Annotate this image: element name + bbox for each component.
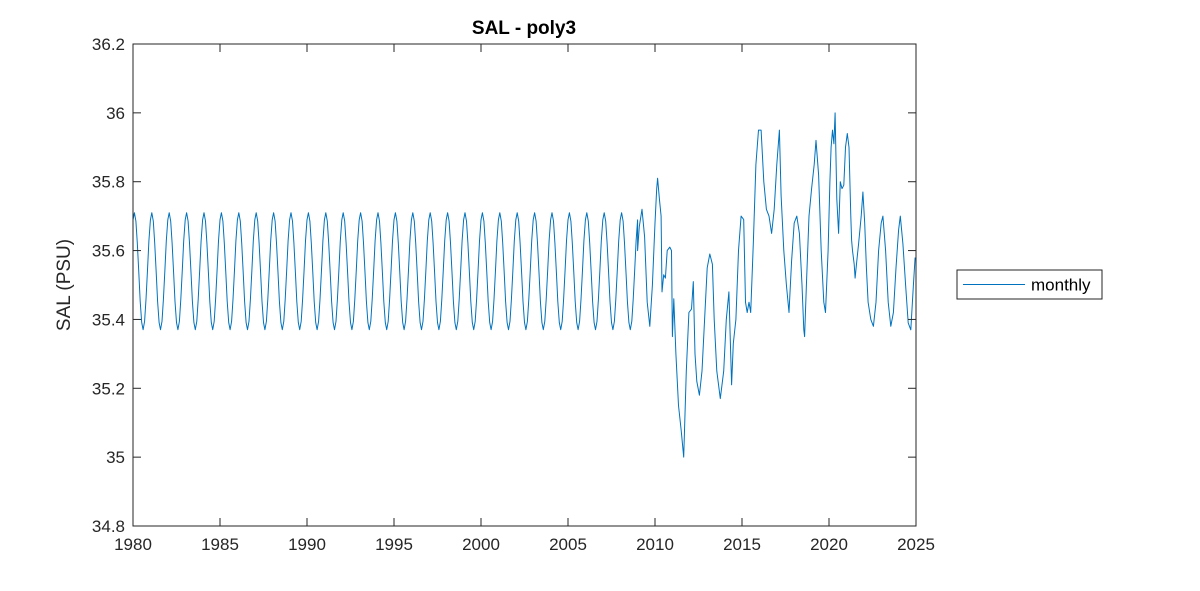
chart-title: SAL - poly3 [472, 18, 576, 39]
plot-area [133, 44, 916, 526]
series-line-monthly [132, 112, 916, 458]
x-tick-label: 1980 [114, 535, 152, 554]
x-tick-label: 2020 [810, 535, 848, 554]
y-tick-label: 36 [106, 104, 125, 123]
x-tick-label: 2000 [462, 535, 500, 554]
y-tick-label: 35.8 [92, 173, 125, 192]
y-axis-label: SAL (PSU) [54, 239, 75, 331]
y-tick-labels: 34.8 35 35.2 35.4 35.6 35.8 36 36.2 [92, 35, 125, 536]
series-layer [132, 112, 916, 458]
ticks-layer [132, 43, 917, 527]
legend-entry-monthly: monthly [1031, 276, 1091, 295]
y-tick-label: 35.2 [92, 379, 125, 398]
x-tick-label: 2010 [636, 535, 674, 554]
x-tick-label: 2005 [549, 535, 587, 554]
y-tick-label: 35.4 [92, 310, 125, 329]
x-tick-label: 1995 [375, 535, 413, 554]
y-tick-label: 35.6 [92, 242, 125, 261]
axes-box [132, 43, 917, 527]
x-tick-label: 1985 [201, 535, 239, 554]
y-tick-label: 36.2 [92, 35, 125, 54]
y-tick-label: 35 [106, 448, 125, 467]
x-tick-label: 1990 [288, 535, 326, 554]
x-tick-label: 2025 [897, 535, 935, 554]
legend: monthly [956, 269, 1103, 300]
x-tick-labels: 1980 1985 1990 1995 2000 2005 2010 2015 2020 2025 [114, 535, 935, 554]
x-tick-label: 2015 [723, 535, 761, 554]
y-tick-label: 34.8 [92, 517, 125, 536]
